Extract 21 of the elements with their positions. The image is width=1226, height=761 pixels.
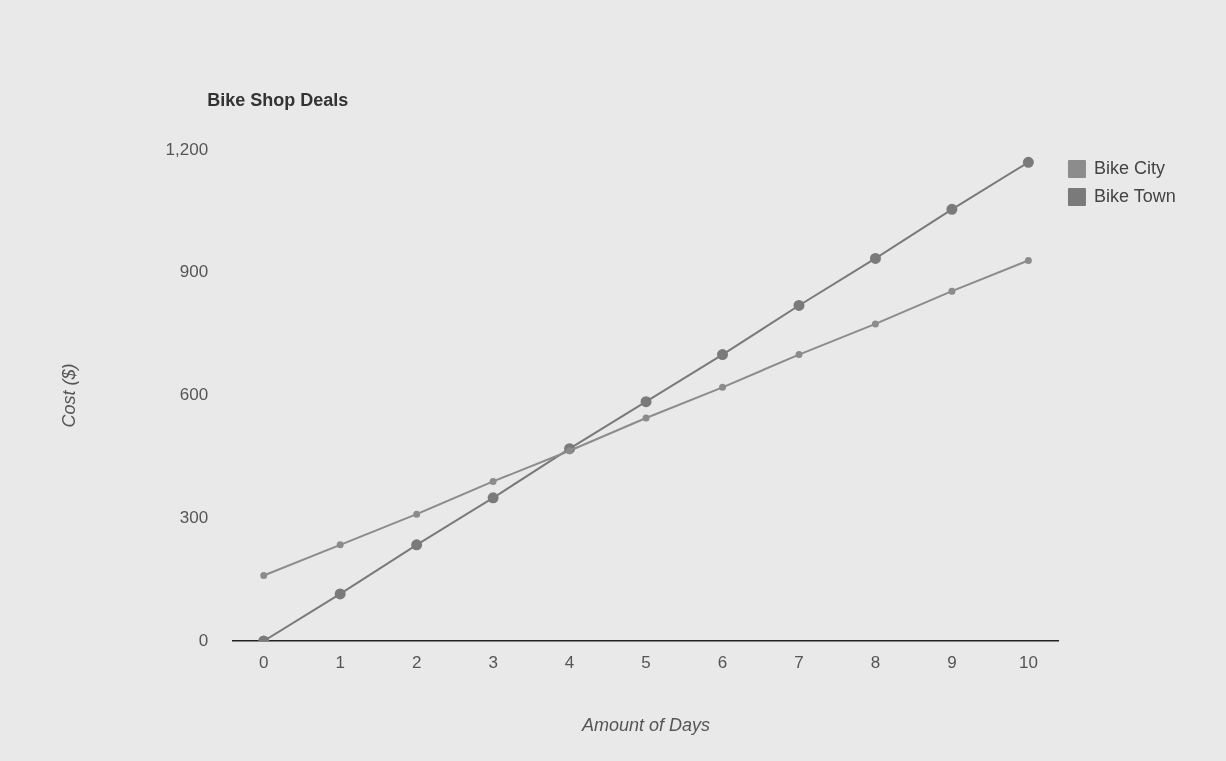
x-tick-label: 4 [564,652,575,672]
y-axis-title: Cost ($) [58,363,79,428]
x-axis-title: Amount of Days [581,715,711,736]
x-tick-label: 10 [1018,652,1038,672]
x-tick-label: 1 [335,652,345,672]
x-tick-label: 3 [488,652,498,672]
x-tick-label: 0 [258,652,269,672]
x-tick-label: 6 [717,652,728,672]
x-tick-label: 9 [947,652,957,672]
legend-label: Bike Town [1093,185,1176,206]
legend-label: Bike City [1093,157,1165,178]
x-tick-label: 5 [641,652,651,672]
y-tick-label: 300 [179,507,209,527]
y-tick-label: 600 [179,385,209,405]
y-tick-label: 1,200 [165,139,209,159]
x-tick-label: 2 [411,652,422,672]
y-tick-label: 0 [198,630,209,650]
y-tick-label: 900 [179,262,209,282]
x-tick-label: 8 [870,652,881,672]
chart-title: Bike Shop Deals [207,90,349,110]
x-tick-label: 7 [794,652,804,672]
